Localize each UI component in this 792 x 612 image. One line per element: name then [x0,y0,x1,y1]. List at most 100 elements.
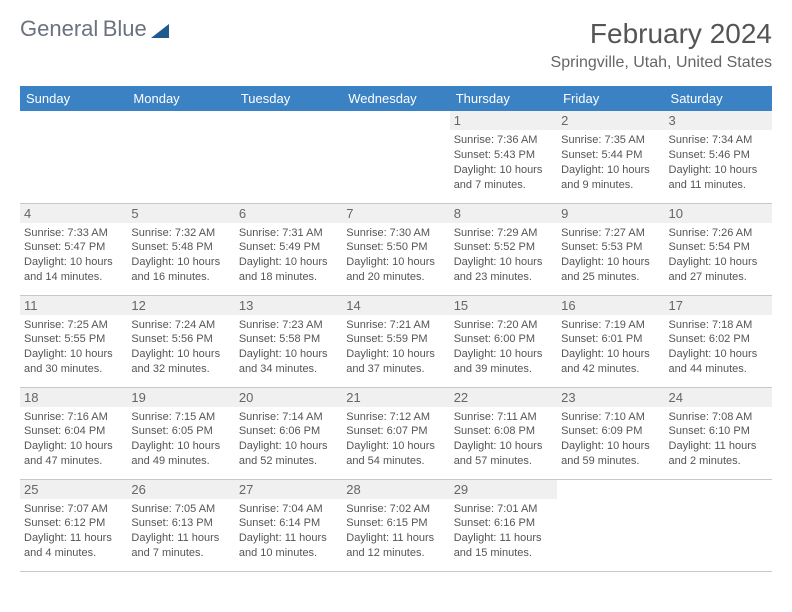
day-number: 15 [450,296,557,315]
day-info: Sunrise: 7:14 AMSunset: 6:06 PMDaylight:… [239,410,338,469]
title-block: February 2024 Springville, Utah, United … [551,18,772,72]
day-cell: 8 Sunrise: 7:29 AMSunset: 5:52 PMDaylight… [450,203,557,295]
day-cell: 21Sunrise: 7:12 AMSunset: 6:07 PMDayligh… [342,387,449,479]
day-info: Sunrise: 7:25 AMSunset: 5:55 PMDaylight:… [24,318,123,377]
day-number: 11 [20,296,127,315]
day-number: 10 [665,204,772,223]
day-info: Sunrise: 7:23 AMSunset: 5:58 PMDaylight:… [239,318,338,377]
day-number: 5 [127,204,234,223]
day-cell: 13Sunrise: 7:23 AMSunset: 5:58 PMDayligh… [235,295,342,387]
day-info: Sunrise: 7:20 AMSunset: 6:00 PMDaylight:… [454,318,553,377]
logo-text-1: General [20,16,98,41]
day-cell: 24 Sunrise: 7:08 AMSunset: 6:10 PMDayligh… [665,387,772,479]
day-number: 24 [665,388,772,407]
weekday-header: Wednesday [342,86,449,111]
day-info: Sunrise: 7:30 AMSunset: 5:50 PMDaylight:… [346,226,445,285]
day-cell: 1 Sunrise: 7:36 AMSunset: 5:43 PMDaylight… [450,111,557,203]
weekday-header: Sunday [20,86,127,111]
calendar-row: 18 Sunrise: 7:16 AMSunset: 6:04 PMDayligh… [20,387,772,479]
day-number: 20 [235,388,342,407]
day-cell: 7 Sunrise: 7:30 AMSunset: 5:50 PMDaylight… [342,203,449,295]
day-number: 22 [450,388,557,407]
day-number: 9 [557,204,664,223]
day-cell: 11 Sunrise: 7:25 AMSunset: 5:55 PMDayligh… [20,295,127,387]
calendar-row: 1 Sunrise: 7:36 AMSunset: 5:43 PMDaylight… [20,111,772,203]
day-info: Sunrise: 7:10 AMSunset: 6:09 PMDaylight:… [561,410,660,469]
weekday-header: Saturday [665,86,772,111]
day-number: 18 [20,388,127,407]
weekday-header: Monday [127,86,234,111]
day-number: 4 [20,204,127,223]
day-info: Sunrise: 7:05 AMSunset: 6:13 PMDaylight:… [131,502,230,561]
day-cell: 2Sunrise: 7:35 AMSunset: 5:44 PMDaylight… [557,111,664,203]
logo: General Blue [20,18,169,41]
day-info: Sunrise: 7:21 AMSunset: 5:59 PMDaylight:… [346,318,445,377]
calendar-table: SundayMondayTuesdayWednesdayThursdayFrid… [20,86,772,572]
day-cell: 14 Sunrise: 7:21 AMSunset: 5:59 PMDayligh… [342,295,449,387]
logo-text: General Blue [20,18,147,41]
day-number: 6 [235,204,342,223]
day-number: 23 [557,388,664,407]
day-cell: 26 Sunrise: 7:05 AMSunset: 6:13 PMDayligh… [127,479,234,571]
day-number: 7 [342,204,449,223]
day-info: Sunrise: 7:33 AMSunset: 5:47 PMDaylight:… [24,226,123,285]
day-info: Sunrise: 7:01 AMSunset: 6:16 PMDaylight:… [454,502,553,561]
header: General Blue February 2024 Springville, … [20,18,772,72]
day-cell: 5 Sunrise: 7:32 AMSunset: 5:48 PMDaylight… [127,203,234,295]
day-cell: 25 Sunrise: 7:07 AMSunset: 6:12 PMDayligh… [20,479,127,571]
day-info: Sunrise: 7:07 AMSunset: 6:12 PMDaylight:… [24,502,123,561]
day-number: 16 [557,296,664,315]
day-number: 17 [665,296,772,315]
day-info: Sunrise: 7:18 AMSunset: 6:02 PMDaylight:… [669,318,768,377]
day-number: 26 [127,480,234,499]
weekday-header: Tuesday [235,86,342,111]
day-number: 25 [20,480,127,499]
weekday-header: Thursday [450,86,557,111]
empty-cell [235,111,342,203]
day-cell: 12Sunrise: 7:24 AMSunset: 5:56 PMDayligh… [127,295,234,387]
weekday-header: Friday [557,86,664,111]
day-cell: 10 Sunrise: 7:26 AMSunset: 5:54 PMDayligh… [665,203,772,295]
day-info: Sunrise: 7:26 AMSunset: 5:54 PMDaylight:… [669,226,768,285]
day-cell: 4 Sunrise: 7:33 AMSunset: 5:47 PMDaylight… [20,203,127,295]
day-cell: 3Sunrise: 7:34 AMSunset: 5:46 PMDaylight… [665,111,772,203]
calendar-body: 1 Sunrise: 7:36 AMSunset: 5:43 PMDaylight… [20,111,772,571]
day-number: 1 [450,111,557,130]
empty-cell [342,111,449,203]
day-info: Sunrise: 7:36 AMSunset: 5:43 PMDaylight:… [454,133,553,192]
calendar-row: 4 Sunrise: 7:33 AMSunset: 5:47 PMDaylight… [20,203,772,295]
day-cell: 20 Sunrise: 7:14 AMSunset: 6:06 PMDayligh… [235,387,342,479]
weekday-header-row: SundayMondayTuesdayWednesdayThursdayFrid… [20,86,772,111]
day-number: 8 [450,204,557,223]
logo-triangle-icon [151,24,169,38]
day-info: Sunrise: 7:11 AMSunset: 6:08 PMDaylight:… [454,410,553,469]
day-number: 29 [450,480,557,499]
day-cell: 28Sunrise: 7:02 AMSunset: 6:15 PMDayligh… [342,479,449,571]
day-info: Sunrise: 7:08 AMSunset: 6:10 PMDaylight:… [669,410,768,469]
day-number: 27 [235,480,342,499]
day-cell: 27 Sunrise: 7:04 AMSunset: 6:14 PMDayligh… [235,479,342,571]
day-info: Sunrise: 7:04 AMSunset: 6:14 PMDaylight:… [239,502,338,561]
day-info: Sunrise: 7:27 AMSunset: 5:53 PMDaylight:… [561,226,660,285]
day-info: Sunrise: 7:19 AMSunset: 6:01 PMDaylight:… [561,318,660,377]
day-cell: 19Sunrise: 7:15 AMSunset: 6:05 PMDayligh… [127,387,234,479]
day-number: 28 [342,480,449,499]
day-number: 14 [342,296,449,315]
day-info: Sunrise: 7:24 AMSunset: 5:56 PMDaylight:… [131,318,230,377]
day-info: Sunrise: 7:34 AMSunset: 5:46 PMDaylight:… [669,133,768,192]
day-info: Sunrise: 7:32 AMSunset: 5:48 PMDaylight:… [131,226,230,285]
empty-cell [20,111,127,203]
empty-cell [127,111,234,203]
day-info: Sunrise: 7:29 AMSunset: 5:52 PMDaylight:… [454,226,553,285]
day-number: 19 [127,388,234,407]
logo-text-2: Blue [103,16,147,41]
day-cell: 9 Sunrise: 7:27 AMSunset: 5:53 PMDaylight… [557,203,664,295]
day-cell: 15 Sunrise: 7:20 AMSunset: 6:00 PMDayligh… [450,295,557,387]
day-number: 2 [557,111,664,130]
calendar-row: 25 Sunrise: 7:07 AMSunset: 6:12 PMDayligh… [20,479,772,571]
month-title: February 2024 [551,18,772,50]
day-cell: 22 Sunrise: 7:11 AMSunset: 6:08 PMDayligh… [450,387,557,479]
day-info: Sunrise: 7:16 AMSunset: 6:04 PMDaylight:… [24,410,123,469]
day-cell: 29 Sunrise: 7:01 AMSunset: 6:16 PMDayligh… [450,479,557,571]
day-cell: 16 Sunrise: 7:19 AMSunset: 6:01 PMDayligh… [557,295,664,387]
